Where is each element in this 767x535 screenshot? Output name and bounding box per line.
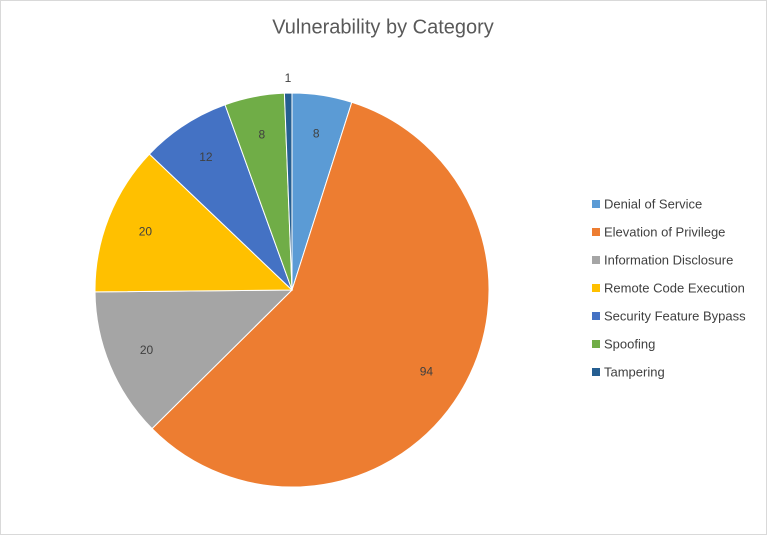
data-label: 8 [258,127,265,141]
pie-slice [94,289,294,430]
legend-label: Tampering [604,364,665,379]
pie-slice [94,153,294,293]
legend-label: Information Disclosure [604,252,733,267]
legend-label: Security Feature Bypass [604,308,746,323]
legend-swatch [592,368,600,376]
legend-label: Elevation of Privilege [604,224,725,239]
legend-swatch [592,256,600,264]
data-label: 1 [285,71,292,85]
pie-slice [151,101,490,488]
legend-label: Remote Code Execution [604,280,745,295]
legend-swatch [592,200,600,208]
legend-swatch [592,284,600,292]
legend-label: Denial of Service [604,196,702,211]
chart-title: Vulnerability by Category [272,16,494,38]
data-label: 20 [140,343,154,357]
legend-swatch [592,340,600,348]
legend-label: Spoofing [604,336,655,351]
data-label: 8 [313,126,320,140]
pie-slice [283,92,293,291]
data-label: 94 [420,364,434,378]
legend-swatch [592,228,600,236]
data-label: 20 [139,224,153,238]
legend-swatch [592,312,600,320]
data-label: 12 [199,150,213,164]
